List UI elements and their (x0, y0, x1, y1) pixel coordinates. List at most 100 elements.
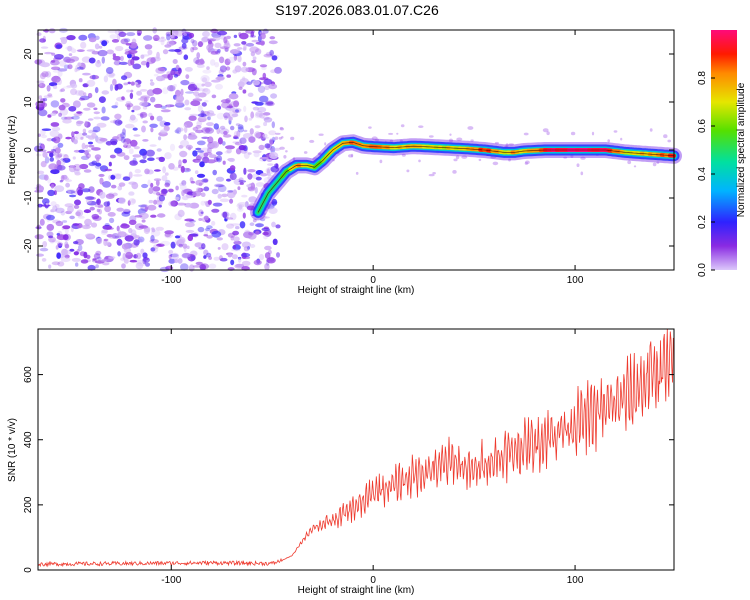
noise-dot (84, 144, 89, 149)
noise-dot (107, 212, 116, 217)
noise-dot (156, 148, 162, 152)
noise-dot (418, 125, 424, 128)
noise-dot (140, 204, 149, 212)
noise-dot (270, 93, 278, 99)
noise-dot (201, 77, 208, 83)
noise-dot (106, 234, 114, 238)
noise-dot (184, 202, 193, 208)
noise-dot (238, 145, 246, 151)
noise-dot (128, 198, 136, 205)
noise-dot (106, 49, 114, 55)
noise-dot (258, 144, 265, 151)
noise-dot (43, 95, 53, 99)
noise-dot (213, 123, 219, 130)
noise-dot (192, 98, 203, 102)
noise-dot (42, 151, 48, 158)
colorbar-tick-label: 0.6 (697, 119, 708, 133)
noise-dot (178, 236, 186, 245)
noise-dot (266, 257, 276, 264)
noise-dot (39, 72, 46, 80)
noise-dot (97, 49, 108, 57)
noise-dot (67, 64, 73, 70)
noise-dot (181, 189, 185, 197)
noise-dot (271, 55, 278, 61)
noise-dot (449, 133, 452, 136)
noise-dot (157, 67, 166, 72)
noise-dot (150, 229, 161, 237)
noise-dot (55, 44, 63, 49)
noise-dot (210, 28, 219, 34)
noise-dot (59, 180, 63, 183)
noise-dot (245, 42, 255, 47)
noise-dot (131, 109, 135, 113)
noise-dot (84, 196, 95, 200)
noise-dot (101, 106, 106, 114)
noise-dot (49, 130, 60, 138)
noise-dot (121, 243, 129, 250)
noise-dot (205, 127, 214, 134)
noise-dot (176, 202, 187, 206)
noise-dot (99, 137, 108, 142)
noise-dot (656, 161, 660, 164)
noise-dot (153, 244, 159, 250)
noise-dot (66, 190, 76, 194)
noise-dot (257, 106, 267, 113)
noise-dot (45, 71, 52, 78)
noise-dot (226, 223, 235, 229)
noise-dot (54, 185, 65, 193)
noise-dot (82, 128, 87, 134)
noise-dot (96, 208, 100, 213)
noise-dot (461, 155, 468, 159)
noise-dot (132, 127, 138, 131)
y-tick-label: 10 (23, 96, 34, 108)
noise-dot (42, 241, 48, 248)
noise-dot (231, 113, 239, 118)
noise-dot (257, 85, 266, 94)
noise-dot (168, 188, 174, 193)
noise-dot (142, 252, 148, 259)
noise-dot (233, 236, 240, 242)
noise-dot (96, 122, 107, 128)
noise-dot (103, 75, 109, 83)
noise-dot (143, 35, 153, 41)
noise-dot (203, 152, 209, 157)
noise-dot (127, 59, 132, 66)
noise-dot (254, 125, 261, 129)
noise-dot (62, 86, 71, 89)
noise-dot (259, 156, 269, 160)
noise-dot (131, 56, 140, 61)
noise-dot (64, 243, 70, 249)
noise-dot (149, 239, 159, 244)
noise-dot (202, 87, 209, 93)
noise-dot (76, 120, 84, 125)
noise-dot (131, 182, 139, 190)
noise-dot (400, 124, 405, 128)
noise-dot (127, 200, 131, 206)
noise-dot (86, 102, 96, 108)
noise-dot (255, 223, 264, 228)
noise-dot (318, 133, 324, 136)
noise-dot (73, 139, 78, 145)
noise-dot (148, 199, 154, 204)
noise-dot (139, 212, 149, 220)
noise-dot (201, 127, 211, 134)
noise-dot (230, 223, 240, 226)
noise-dot (221, 193, 228, 198)
noise-dot (131, 38, 137, 44)
noise-dot (127, 81, 131, 85)
noise-dot (180, 139, 189, 147)
noise-dot (204, 99, 209, 103)
noise-dot (92, 126, 101, 133)
noise-dot (183, 33, 187, 36)
noise-dot (200, 192, 206, 197)
noise-dot (253, 152, 260, 158)
noise-dot (173, 73, 179, 78)
noise-dot (117, 185, 123, 191)
noise-dot (70, 83, 78, 89)
noise-dot (270, 147, 274, 152)
noise-dot (47, 189, 55, 197)
noise-dot (241, 260, 251, 266)
noise-dot (203, 255, 207, 259)
noise-dot (71, 131, 75, 138)
noise-dot (542, 128, 549, 133)
